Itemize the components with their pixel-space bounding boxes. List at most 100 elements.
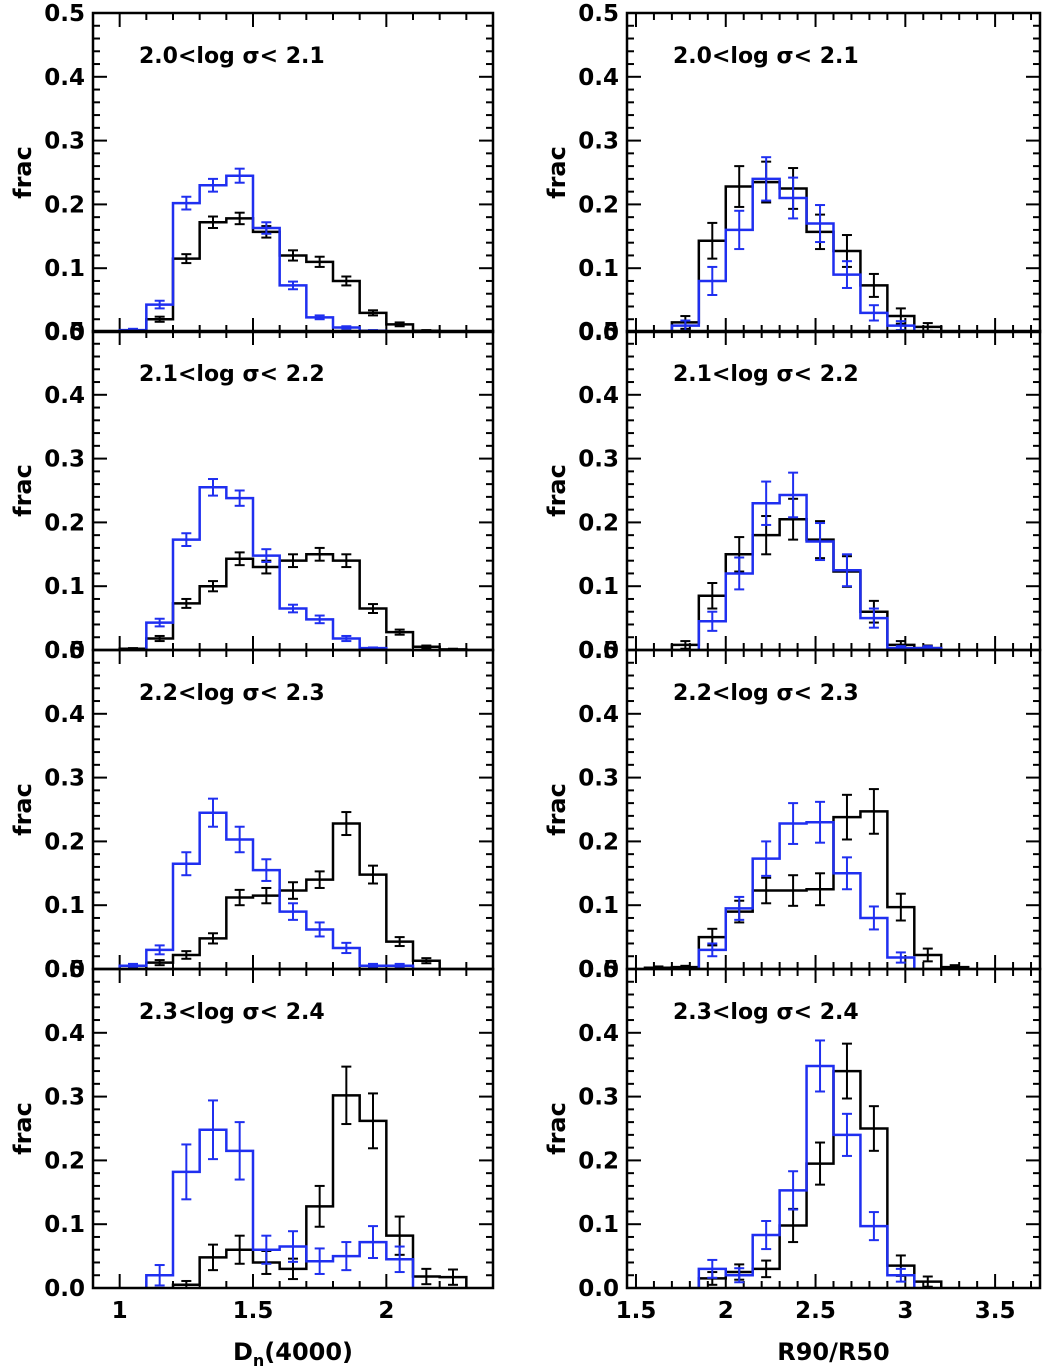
error-bar [181, 851, 192, 877]
error-bar [261, 886, 272, 905]
error-bar [341, 941, 352, 955]
y-axis-title: frac [543, 1102, 571, 1155]
x-axis-title-main: D [233, 1338, 253, 1366]
y-tick-label: 0.4 [44, 65, 85, 91]
error-bar [394, 936, 405, 948]
error-bar [815, 1039, 826, 1093]
error-bar [368, 864, 378, 885]
error-bar [707, 1258, 718, 1279]
error-bar [761, 840, 772, 877]
error-bar [421, 957, 432, 965]
error-bar [208, 580, 218, 593]
x-axis-title-r90: R90/R50 [777, 1338, 890, 1366]
error-bar [208, 1243, 218, 1272]
error-bar [394, 962, 405, 969]
error-bar [208, 797, 218, 828]
error-bar [707, 265, 718, 296]
y-axis-title: frac [9, 1102, 37, 1155]
error-bar [761, 480, 772, 526]
y-axis-title: frac [9, 146, 37, 199]
y-tick-label: 0.1 [578, 1212, 619, 1238]
error-bar [234, 551, 245, 567]
error-bar [368, 962, 378, 969]
error-bar [181, 1143, 192, 1201]
x-axis-title-subscript: n [253, 1351, 264, 1369]
y-tick-label: 0.0 [578, 957, 619, 983]
y-tick-label: 0.0 [44, 638, 85, 664]
error-bar [341, 275, 352, 287]
error-bar [734, 556, 745, 591]
error-bar [341, 811, 352, 837]
y-tick-label: 0.4 [44, 383, 85, 409]
error-bar [234, 211, 245, 226]
y-tick-label: 0.1 [44, 574, 85, 600]
y-tick-label: 0.3 [44, 129, 85, 155]
error-bar [815, 1141, 826, 1186]
panel-label: 2.3<log σ< 2.4 [673, 1000, 859, 1025]
y-tick-label: 0.4 [578, 1021, 619, 1047]
y-tick-label: 0.4 [44, 702, 85, 728]
x-tick-label: 2.5 [795, 1298, 836, 1324]
y-tick-label: 0.5 [578, 957, 619, 983]
x-tick-label: 3.5 [975, 1298, 1016, 1324]
error-bar [788, 176, 799, 220]
error-bar [341, 1065, 352, 1126]
panel-label: 2.0<log σ< 2.1 [139, 44, 325, 69]
x-tick-label: 1 [112, 1298, 128, 1324]
error-bar [841, 793, 852, 841]
panel-r90-2: 0.0 0.1 0.2 0.3 0.4 0.5 2.2<log σ< 2.3 frac [543, 638, 1042, 983]
error-bar [208, 1099, 218, 1161]
error-bar [707, 582, 718, 610]
error-bar [154, 959, 165, 967]
y-tick-label: 0.3 [578, 447, 619, 473]
y-tick-label: 0.0 [44, 957, 85, 983]
error-bar [154, 944, 165, 956]
panel-label: 2.2<log σ< 2.3 [673, 681, 859, 706]
y-tick-label: 0.3 [578, 1085, 619, 1111]
error-bar [868, 304, 879, 322]
y-tick-label: 0.2 [44, 1148, 85, 1174]
y-tick-label: 0.0 [44, 320, 85, 346]
error-bar [288, 249, 298, 262]
y-axis-title: frac [543, 146, 571, 199]
panel-dn-1: 0.0 0.1 0.2 0.3 0.4 0.5 2.1<log σ< 2.2 frac [9, 319, 495, 664]
error-bar [707, 610, 718, 632]
error-bar [868, 272, 879, 298]
panel-label: 2.3<log σ< 2.4 [139, 1000, 325, 1025]
error-bar [314, 1184, 325, 1228]
error-bar [208, 932, 218, 945]
y-tick-label: 0.4 [578, 702, 619, 728]
error-bar [288, 553, 298, 569]
error-bar [815, 872, 826, 907]
error-bar [841, 856, 852, 891]
y-tick-label: 0.4 [44, 1021, 85, 1047]
error-bar [788, 874, 799, 907]
error-bar [761, 1220, 772, 1251]
error-bar [181, 195, 192, 211]
error-bar [815, 204, 826, 244]
error-bar [895, 1267, 906, 1283]
y-tick-label: 0.5 [44, 1, 85, 27]
error-bar [761, 876, 772, 905]
error-bar [895, 892, 906, 922]
error-bar [788, 1170, 799, 1211]
error-bar [314, 546, 325, 562]
y-tick-label: 0.0 [578, 638, 619, 664]
x-tick-label: 3 [897, 1298, 913, 1324]
error-bar [314, 921, 325, 938]
error-bar [868, 1105, 879, 1152]
error-bar [208, 177, 218, 193]
x-tick-label: 2 [378, 1298, 394, 1324]
y-tick-label: 0.3 [44, 447, 85, 473]
error-bar [868, 905, 879, 931]
error-bar [234, 888, 245, 907]
error-bar [154, 299, 165, 310]
error-bar [261, 548, 272, 563]
error-bar [394, 1245, 405, 1274]
error-bar [680, 640, 691, 650]
panel-frame [91, 967, 495, 1290]
error-bar [181, 532, 192, 548]
histogram-step-series-0 [643, 810, 970, 969]
error-bar [234, 1121, 245, 1181]
error-bar [841, 1042, 852, 1100]
